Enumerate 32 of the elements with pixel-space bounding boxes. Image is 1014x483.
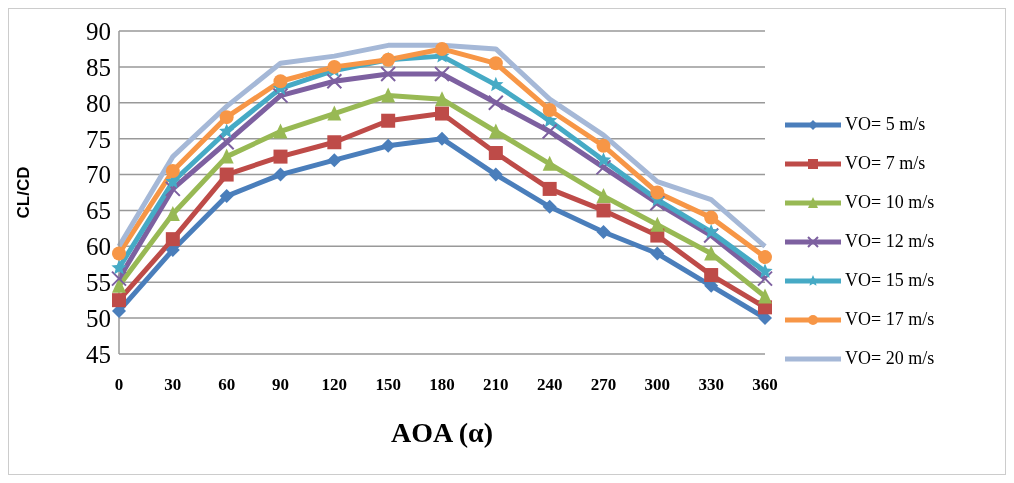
y-tick-label: 65 (86, 197, 111, 225)
x-tick-label: 0 (114, 375, 124, 395)
x-tick-label: 360 (752, 375, 778, 395)
y-tick-label: 55 (86, 269, 111, 297)
y-tick-label: 60 (86, 233, 111, 261)
x-tick-label: 240 (536, 375, 563, 395)
x-tick-label: 150 (375, 375, 401, 395)
x-tick-label: 270 (590, 375, 617, 395)
y-tick-label: 85 (86, 53, 111, 81)
y-tick-label: 90 (86, 17, 111, 45)
x-tick-label: 90 (272, 375, 289, 395)
legend-label: VO= 17 m/s (845, 309, 935, 330)
legend-label: VO= 5 m/s (845, 114, 926, 135)
x-tick-label: 30 (164, 375, 182, 395)
x-axis-title: AOA (α) (391, 417, 493, 448)
legend-label: VO= 10 m/s (845, 192, 935, 213)
y-tick-label: 45 (86, 340, 111, 368)
legend-label: VO= 7 m/s (845, 153, 926, 174)
y-tick-label: 75 (86, 125, 111, 153)
x-tick-label: 120 (321, 375, 348, 395)
x-tick-label: 300 (644, 375, 671, 395)
legend-label: VO= 20 m/s (845, 348, 935, 369)
legend-label: VO= 12 m/s (845, 231, 935, 252)
x-tick-label: 180 (429, 375, 455, 395)
x-tick-label: 210 (483, 375, 509, 395)
y-tick-label: 70 (86, 161, 111, 189)
y-axis-title: CL/CD (14, 166, 34, 219)
y-tick-label: 80 (86, 89, 111, 117)
legend-label: VO= 15 m/s (845, 270, 935, 291)
x-tick-label: 330 (698, 375, 724, 395)
y-tick-label: 50 (86, 304, 111, 332)
x-tick-label: 60 (218, 375, 236, 395)
